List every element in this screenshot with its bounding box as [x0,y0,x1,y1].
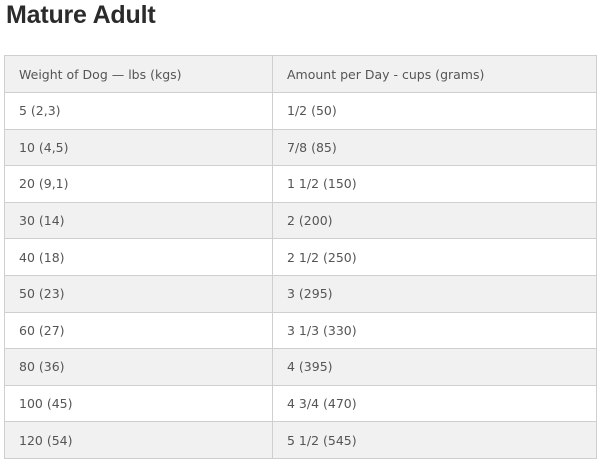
weight-cell: 5 (2,3) [4,92,273,130]
amount-cell: 2 (200) [272,201,597,240]
amount-cell: 4 (395) [272,348,597,386]
table-row: 50 (23) 3 (295) [4,274,597,313]
weight-cell: 60 (27) [4,311,273,350]
table-header: Weight of Dog — lbs (kgs) Amount per Day… [4,55,597,93]
table-body: 5 (2,3) 1/2 (50) 10 (4,5) 7/8 (85) 20 (9… [4,92,597,459]
page-title: Mature Adult [6,1,156,29]
amount-cell: 5 1/2 (545) [272,421,597,459]
table-row: 30 (14) 2 (200) [4,201,597,240]
weight-cell: 10 (4,5) [4,128,273,167]
amount-cell: 3 (295) [272,274,597,313]
amount-cell: 1/2 (50) [272,92,597,130]
amount-cell: 7/8 (85) [272,128,597,167]
column-header-weight: Weight of Dog — lbs (kgs) [4,55,273,93]
weight-cell: 20 (9,1) [4,165,273,203]
amount-cell: 4 3/4 (470) [272,384,597,423]
amount-cell: 3 1/3 (330) [272,311,597,350]
table-row: 20 (9,1) 1 1/2 (150) [4,165,597,203]
table-row: 120 (54) 5 1/2 (545) [4,421,597,459]
table-row: 40 (18) 2 1/2 (250) [4,238,597,276]
weight-cell: 120 (54) [4,421,273,459]
table-row: 10 (4,5) 7/8 (85) [4,128,597,167]
amount-cell: 1 1/2 (150) [272,165,597,203]
weight-cell: 100 (45) [4,384,273,423]
table-row: 5 (2,3) 1/2 (50) [4,92,597,130]
column-header-amount: Amount per Day - cups (grams) [272,55,597,93]
header-row: Weight of Dog — lbs (kgs) Amount per Day… [4,55,597,93]
table-row: 100 (45) 4 3/4 (470) [4,384,597,423]
weight-cell: 80 (36) [4,348,273,386]
weight-cell: 30 (14) [4,201,273,240]
feeding-table: Weight of Dog — lbs (kgs) Amount per Day… [4,55,597,459]
table-row: 80 (36) 4 (395) [4,348,597,386]
table-row: 60 (27) 3 1/3 (330) [4,311,597,350]
weight-cell: 40 (18) [4,238,273,276]
weight-cell: 50 (23) [4,274,273,313]
amount-cell: 2 1/2 (250) [272,238,597,276]
